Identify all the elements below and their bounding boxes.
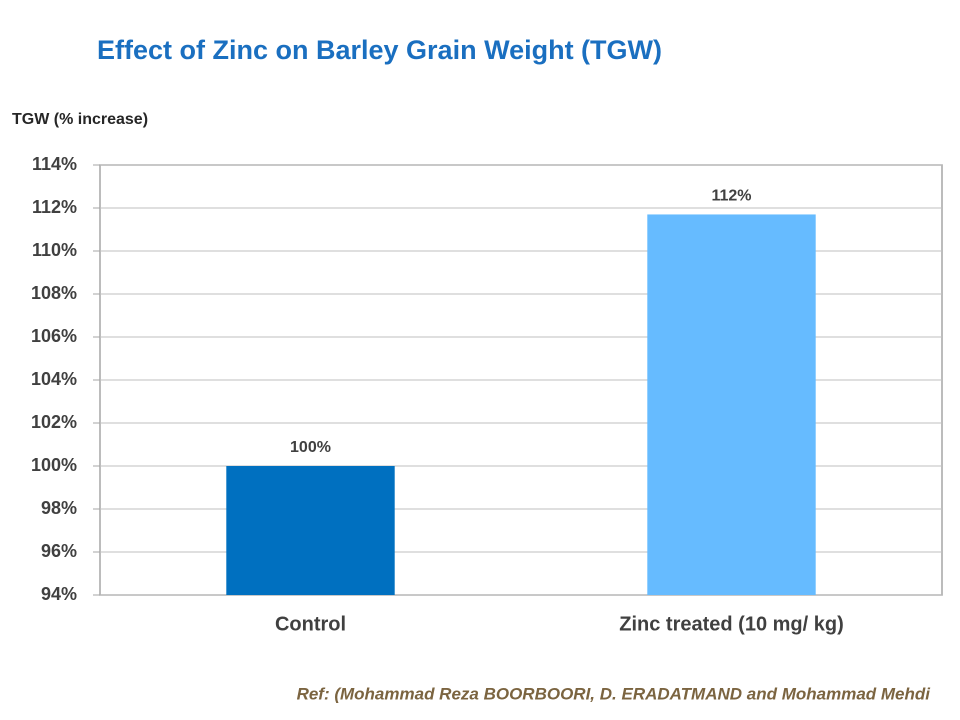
y-axis-label: TGW (% increase) bbox=[12, 111, 148, 128]
bar bbox=[647, 214, 816, 595]
y-tick-label: 114% bbox=[32, 154, 77, 174]
reference: Ref: (Mohammad Reza BOORBOORI, D. ERADAT… bbox=[297, 684, 932, 703]
y-tick-label: 104% bbox=[31, 369, 77, 389]
x-tick-label: Control bbox=[275, 613, 346, 635]
y-tick-label: 112% bbox=[32, 197, 77, 217]
y-tick-label: 100% bbox=[31, 455, 77, 475]
y-tick-label: 110% bbox=[32, 240, 77, 260]
y-tick-label: 106% bbox=[31, 326, 77, 346]
y-tick-label: 108% bbox=[31, 283, 77, 303]
value-label: 100% bbox=[290, 439, 331, 456]
value-label: 112% bbox=[711, 188, 751, 205]
y-tick-label: 98% bbox=[41, 498, 77, 518]
y-tick-label: 102% bbox=[31, 412, 77, 432]
y-tick-label: 96% bbox=[41, 541, 77, 561]
bar bbox=[226, 466, 395, 595]
x-tick-label: Zinc treated (10 mg/ kg) bbox=[619, 613, 844, 635]
chart-title: Effect of Zinc on Barley Grain Weight (T… bbox=[97, 35, 662, 65]
y-tick-label: 94% bbox=[41, 584, 77, 604]
